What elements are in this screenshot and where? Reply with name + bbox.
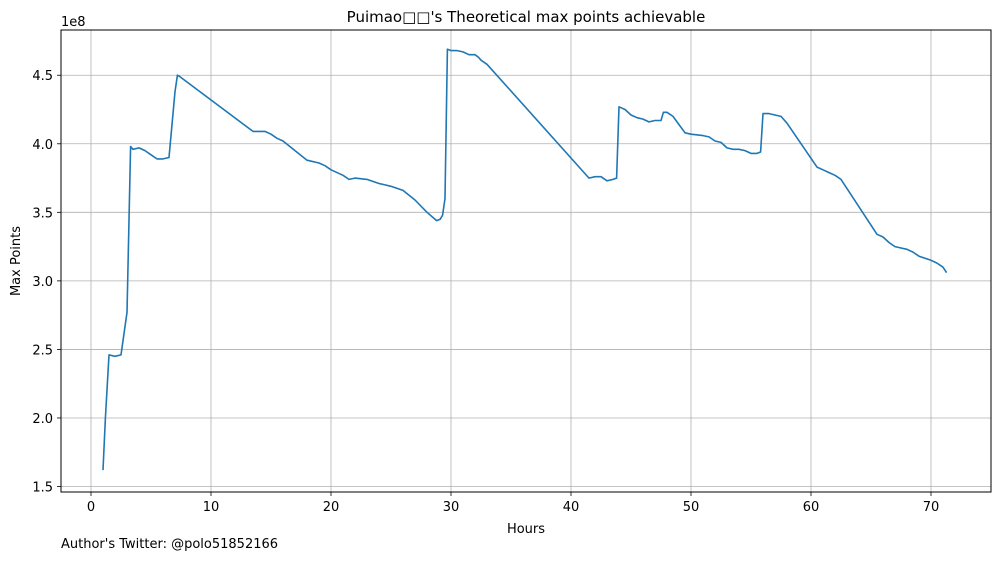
y-tick-label: 2.0 (32, 412, 53, 427)
x-tick-label: 40 (563, 500, 580, 515)
grid (61, 30, 991, 492)
y-tick-label: 3.5 (32, 206, 53, 221)
y-tick-label: 1.5 (32, 481, 53, 496)
y-tick-label: 2.5 (32, 343, 53, 358)
y-tick-label: 4.0 (32, 138, 53, 153)
y-multiplier-label: 1e8 (61, 15, 86, 30)
y-axis-label: Max Points (9, 226, 24, 296)
y-tick-label: 4.5 (32, 69, 53, 84)
series-line (102, 48, 948, 471)
x-tick-label: 10 (203, 500, 220, 515)
plot-area-frame (60, 29, 992, 493)
x-axis: 0 10 20 30 40 50 60 70 (87, 492, 939, 515)
x-tick-label: 50 (683, 500, 700, 515)
x-tick-label: 60 (803, 500, 820, 515)
x-tick-label: 20 (323, 500, 340, 515)
x-tick-label: 0 (87, 500, 95, 515)
y-axis: 1.5 2.0 2.5 3.0 3.5 4.0 4.5 (32, 69, 61, 496)
x-axis-label: Hours (507, 522, 545, 537)
x-tick-label: 70 (923, 500, 940, 515)
series-layer (102, 48, 948, 471)
x-tick-label: 30 (443, 500, 460, 515)
chart-title: Puimao□□'s Theoretical max points achiev… (347, 8, 706, 26)
y-tick-label: 3.0 (32, 275, 53, 290)
author-credit: Author's Twitter: @polo51852166 (61, 537, 279, 552)
